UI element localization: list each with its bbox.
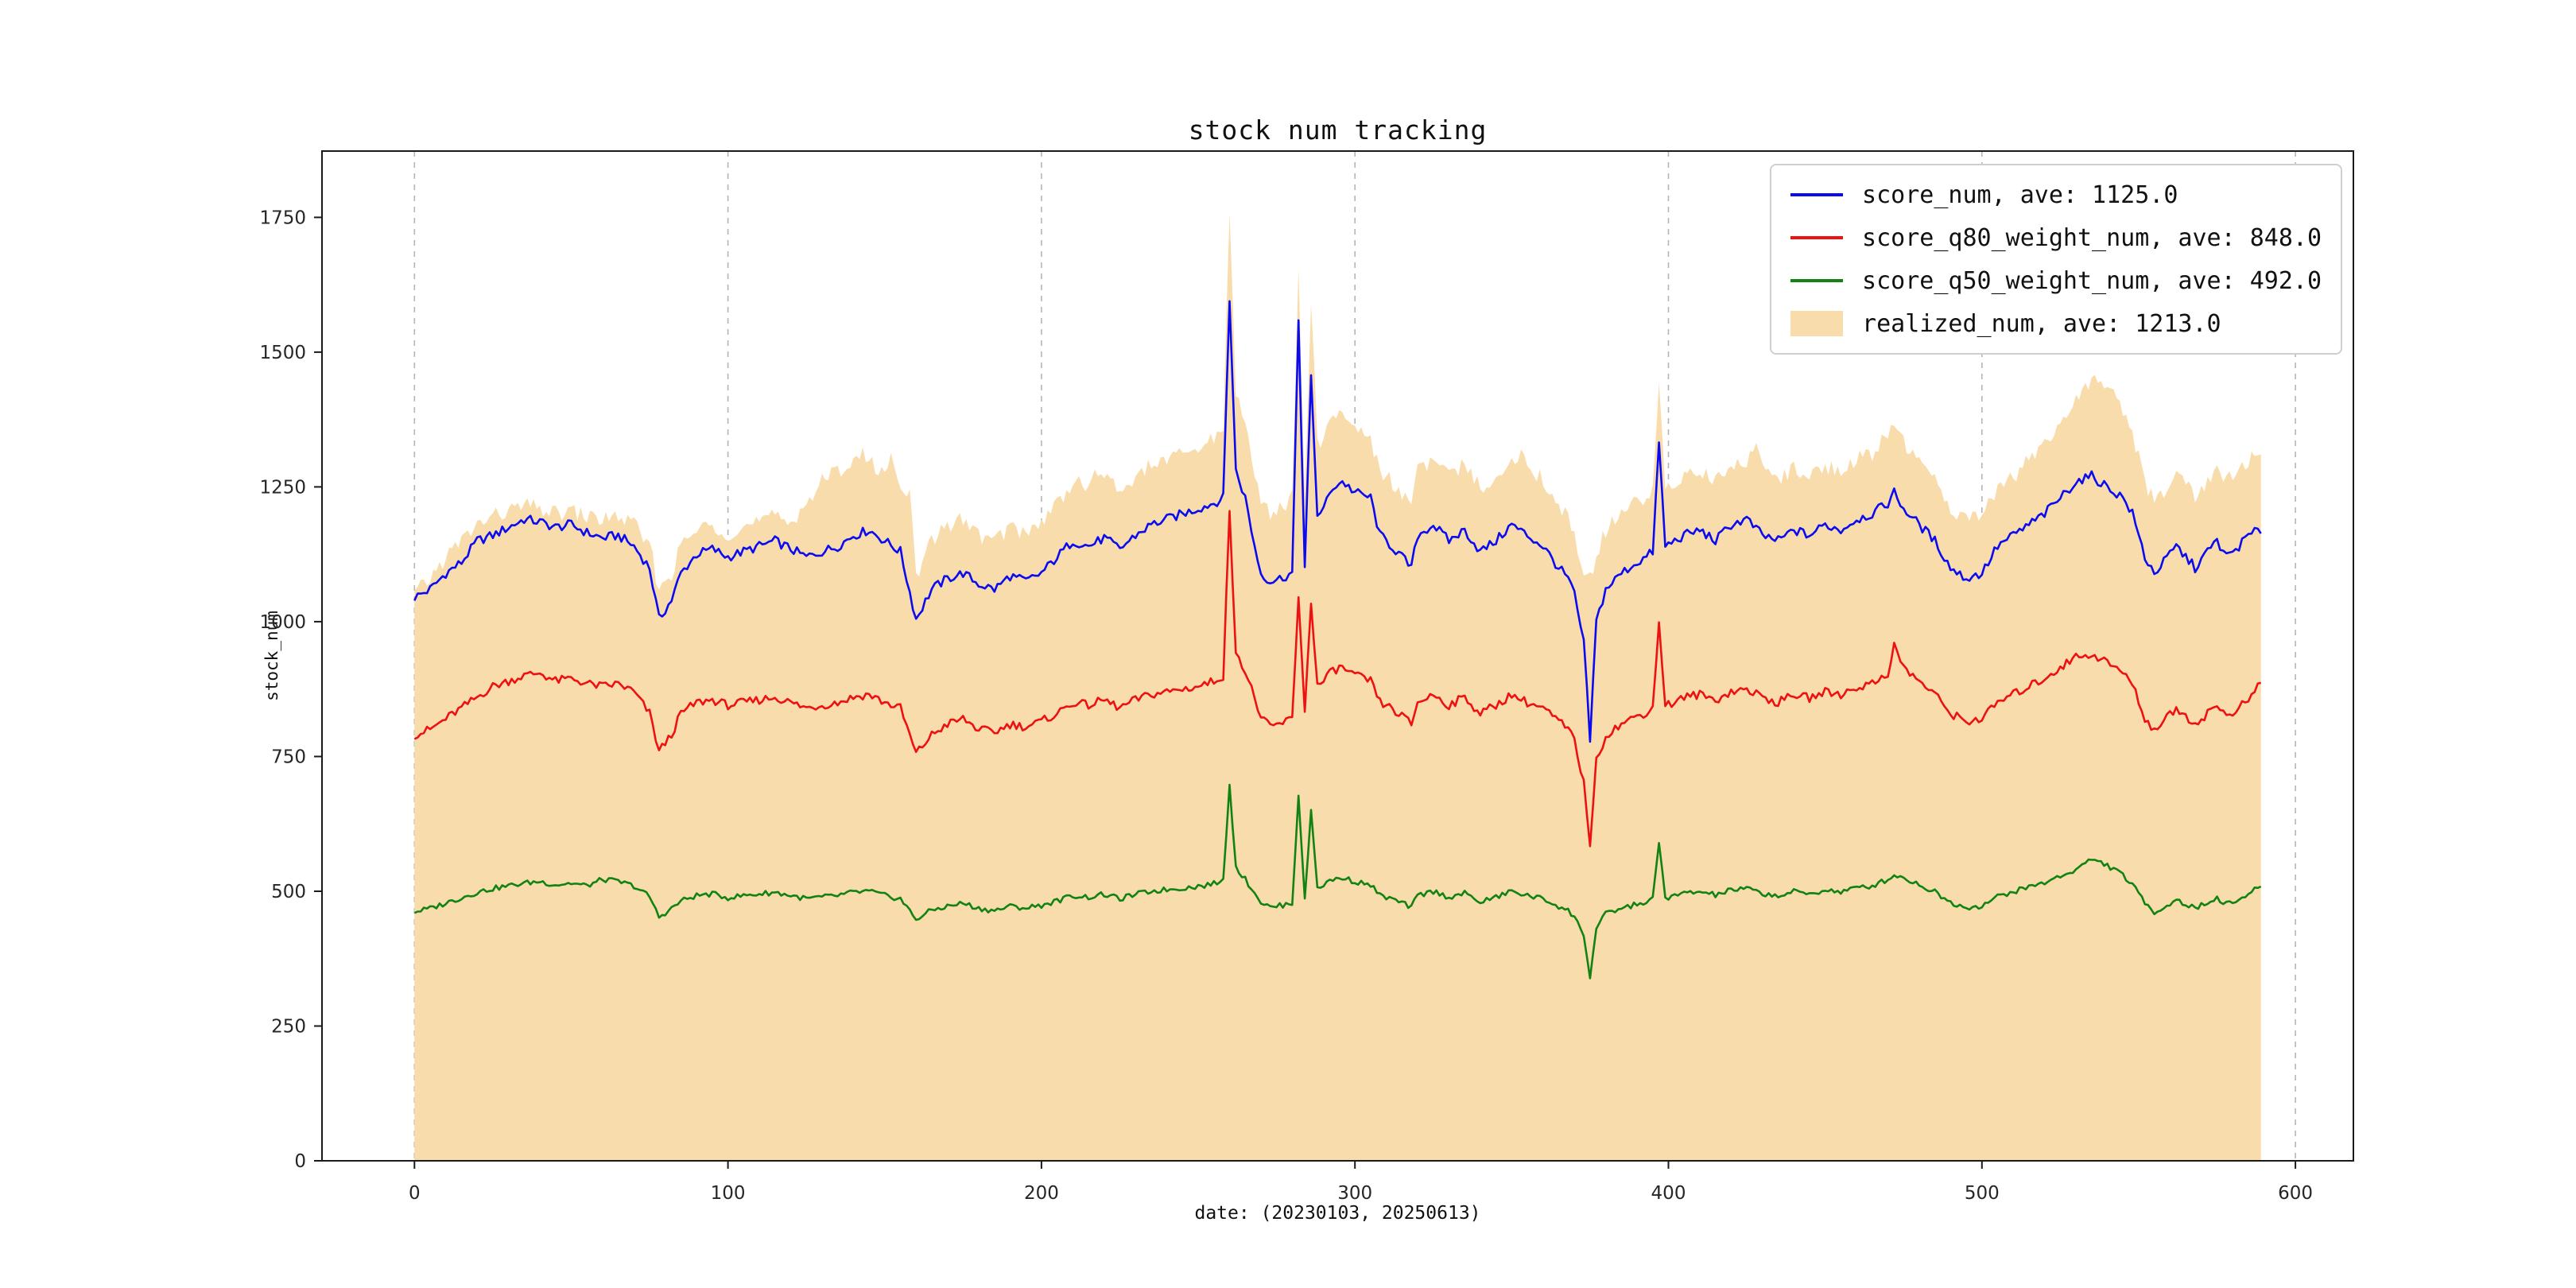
legend-label: realized_num, ave: 1213.0 [1862, 309, 2221, 338]
x-tick-label: 500 [1965, 1183, 2000, 1204]
x-tick-label: 200 [1024, 1183, 1059, 1204]
y-tick-label: 250 [271, 1017, 306, 1038]
x-tick-label: 300 [1337, 1183, 1372, 1204]
series-area-realized_num [414, 213, 2261, 1161]
legend-swatch-score_q50_weight_num [1790, 279, 1844, 282]
y-tick-label: 500 [271, 882, 306, 902]
chart-title: stock num tracking [1188, 114, 1488, 145]
x-axis-label: date: (20230103, 20250613) [1194, 1203, 1481, 1224]
legend-item: score_q80_weight_num, ave: 848.0 [1790, 219, 2322, 256]
legend-swatch-score_q80_weight_num [1790, 236, 1844, 239]
y-tick-label: 1250 [259, 477, 306, 498]
legend: score_num, ave: 1125.0 score_q80_weight_n… [1770, 164, 2342, 355]
x-tick-label: 0 [409, 1183, 421, 1204]
series-line-score_num [413, 300, 2262, 743]
series-line-score_q80_weight_num [413, 510, 2262, 848]
series-line-score_q50_weight_num [413, 783, 2262, 980]
legend-label: score_q50_weight_num, ave: 492.0 [1862, 266, 2322, 295]
y-tick-label: 750 [271, 747, 306, 768]
legend-item: score_num, ave: 1125.0 [1790, 177, 2322, 213]
x-tick-label: 600 [2278, 1183, 2313, 1204]
axes-border [321, 150, 2354, 1162]
legend-label: score_q80_weight_num, ave: 848.0 [1862, 223, 2322, 252]
x-tick-label: 400 [1651, 1183, 1686, 1204]
legend-swatch-realized_num [1790, 311, 1844, 336]
legend-swatch-score_num [1790, 193, 1844, 196]
legend-item: realized_num, ave: 1213.0 [1790, 305, 2322, 342]
y-tick-label: 0 [294, 1151, 306, 1172]
legend-label: score_num, ave: 1125.0 [1862, 180, 2178, 209]
y-tick-label: 1000 [259, 612, 306, 633]
x-tick-label: 100 [711, 1183, 746, 1204]
y-tick-label: 1500 [259, 343, 306, 363]
legend-item: score_q50_weight_num, ave: 492.0 [1790, 262, 2322, 299]
y-tick-label: 1750 [259, 208, 306, 228]
